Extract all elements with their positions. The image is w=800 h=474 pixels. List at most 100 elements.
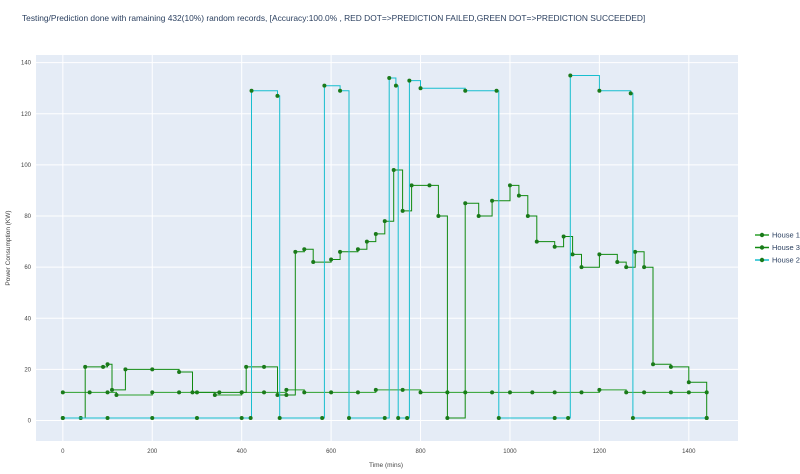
data-point <box>311 260 316 265</box>
data-point <box>83 364 88 369</box>
data-point <box>284 392 289 397</box>
legend-label: House 1 <box>772 231 800 240</box>
data-point <box>642 265 647 270</box>
data-point <box>445 415 450 420</box>
y-axis-label: Power Consumption (KW) <box>5 210 12 285</box>
data-point <box>704 415 709 420</box>
data-point <box>391 168 396 173</box>
data-point <box>686 390 691 395</box>
data-point <box>373 231 378 236</box>
data-point <box>630 415 635 420</box>
x-tick-label: 800 <box>416 449 427 455</box>
series-line <box>62 169 708 419</box>
tick-labels: 0 200 400 600 800 1000 1200 1400 0 20 40 60 80 100 120… <box>21 61 696 455</box>
data-point <box>387 76 392 81</box>
legend-item[interactable]: House 2 <box>755 256 800 265</box>
data-point <box>364 239 369 244</box>
series-2 <box>60 168 709 420</box>
data-point <box>293 249 298 254</box>
data-point <box>579 265 584 270</box>
data-point <box>150 390 155 395</box>
data-point <box>633 249 638 254</box>
data-point <box>436 214 441 219</box>
data-point <box>570 252 575 257</box>
data-point <box>249 88 254 93</box>
data-point <box>320 415 325 420</box>
data-point <box>418 390 423 395</box>
data-point <box>355 247 360 252</box>
data-point <box>463 88 468 93</box>
data-point <box>409 183 414 188</box>
data-point <box>651 362 656 367</box>
data-point <box>407 78 412 83</box>
x-tick-label: 1000 <box>503 449 517 455</box>
data-point <box>275 392 280 397</box>
series-layer <box>60 73 709 420</box>
data-point <box>561 234 566 239</box>
chart-title: Testing/Prediction done with ramaining 4… <box>22 13 646 23</box>
data-point <box>507 183 512 188</box>
data-point <box>110 387 115 392</box>
data-point <box>382 219 387 224</box>
data-point <box>150 415 155 420</box>
y-tick-label: 40 <box>24 316 31 322</box>
legend-label: House 3 <box>772 243 800 252</box>
data-point <box>262 390 267 395</box>
y-tick-label: 20 <box>24 367 31 373</box>
data-point <box>60 415 65 420</box>
data-point <box>105 390 110 395</box>
data-point <box>490 390 495 395</box>
data-point <box>177 390 182 395</box>
data-point <box>525 214 530 219</box>
series-1 <box>60 387 709 397</box>
data-point <box>516 193 521 198</box>
data-point <box>177 369 182 374</box>
data-point <box>302 390 307 395</box>
series-3 <box>60 73 709 420</box>
data-point <box>212 392 217 397</box>
data-point <box>624 390 629 395</box>
data-point <box>123 367 128 372</box>
data-point <box>597 88 602 93</box>
data-point <box>494 88 499 93</box>
legend-item[interactable]: House 1 <box>755 231 800 240</box>
data-point <box>248 415 253 420</box>
x-tick-label: 1200 <box>593 449 607 455</box>
data-point <box>530 390 535 395</box>
data-point <box>490 198 495 203</box>
x-tick-label: 600 <box>326 449 337 455</box>
data-point <box>239 390 244 395</box>
legend[interactable]: House 1 House 3 House 2 <box>755 231 800 265</box>
y-tick-label: 100 <box>21 163 32 169</box>
data-point <box>382 415 387 420</box>
legend-swatch-marker <box>759 245 765 250</box>
legend-item[interactable]: House 3 <box>755 243 800 252</box>
data-point <box>87 390 92 395</box>
plot-background <box>36 55 738 441</box>
data-point <box>628 91 633 96</box>
data-point <box>190 390 195 395</box>
data-point <box>579 390 584 395</box>
x-tick-label: 0 <box>61 449 65 455</box>
data-point <box>405 415 410 420</box>
data-point <box>346 415 351 420</box>
data-point <box>566 415 571 420</box>
data-point <box>322 83 327 88</box>
data-point <box>686 380 691 385</box>
x-tick-label: 400 <box>237 449 248 455</box>
data-point <box>463 201 468 206</box>
data-point <box>552 244 557 249</box>
x-tick-label: 1400 <box>682 449 696 455</box>
y-tick-label: 140 <box>21 61 32 67</box>
data-point <box>150 367 155 372</box>
data-point <box>239 415 244 420</box>
data-point <box>105 415 110 420</box>
data-point <box>355 390 360 395</box>
data-point <box>615 260 620 265</box>
data-point <box>597 387 602 392</box>
y-tick-label: 60 <box>24 265 31 271</box>
data-point <box>668 390 673 395</box>
data-point <box>114 392 119 397</box>
data-point <box>568 73 573 78</box>
data-point <box>400 208 405 213</box>
